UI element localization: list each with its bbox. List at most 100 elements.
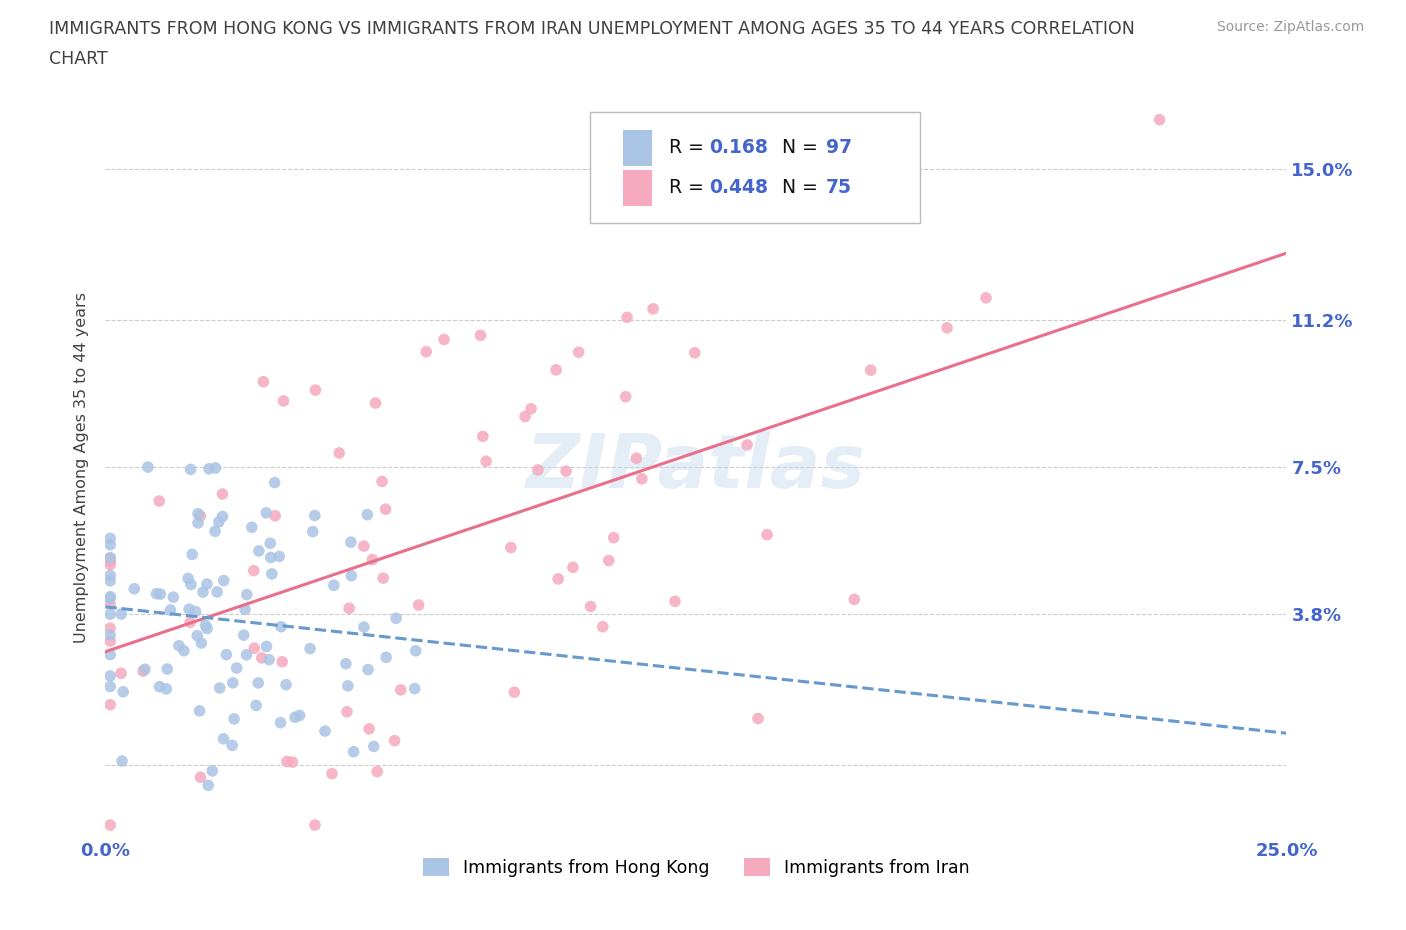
Point bbox=[98, 647, 121, 662]
Point bbox=[314, 724, 336, 738]
Point bbox=[561, 560, 583, 575]
Point bbox=[936, 321, 959, 336]
Point bbox=[304, 382, 326, 397]
Point bbox=[405, 644, 427, 658]
Point bbox=[340, 535, 363, 550]
Point bbox=[155, 682, 177, 697]
Point bbox=[190, 635, 212, 650]
Point bbox=[555, 464, 578, 479]
Point bbox=[366, 764, 388, 779]
Point bbox=[592, 619, 614, 634]
Point bbox=[190, 770, 212, 785]
Point bbox=[195, 577, 218, 591]
Text: N =: N = bbox=[770, 179, 824, 197]
Point bbox=[215, 647, 238, 662]
Point bbox=[110, 606, 132, 621]
Point bbox=[208, 514, 231, 529]
Point bbox=[110, 666, 132, 681]
Point bbox=[269, 715, 291, 730]
Point bbox=[363, 739, 385, 754]
Point bbox=[304, 817, 326, 832]
Point bbox=[337, 601, 360, 616]
Point bbox=[269, 549, 291, 564]
Point bbox=[616, 310, 638, 325]
Point bbox=[475, 454, 498, 469]
Point bbox=[264, 509, 287, 524]
Point bbox=[204, 524, 226, 538]
Point bbox=[136, 459, 159, 474]
Point bbox=[626, 451, 648, 466]
Point bbox=[122, 581, 145, 596]
Point bbox=[98, 817, 121, 832]
Point bbox=[373, 571, 395, 586]
Point bbox=[859, 363, 882, 378]
Point bbox=[747, 711, 769, 726]
Point bbox=[735, 437, 758, 452]
Point bbox=[98, 633, 121, 648]
Point bbox=[173, 644, 195, 658]
Point bbox=[212, 573, 235, 588]
Point bbox=[197, 777, 219, 792]
Text: 97: 97 bbox=[825, 139, 852, 157]
Point bbox=[499, 540, 522, 555]
Point bbox=[98, 531, 121, 546]
Point bbox=[336, 704, 359, 719]
Point bbox=[250, 650, 273, 665]
Point bbox=[404, 681, 426, 696]
Point bbox=[389, 683, 412, 698]
FancyBboxPatch shape bbox=[623, 130, 652, 166]
Text: Source: ZipAtlas.com: Source: ZipAtlas.com bbox=[1216, 20, 1364, 34]
Point bbox=[177, 602, 200, 617]
Point bbox=[579, 599, 602, 614]
Point bbox=[304, 508, 326, 523]
Point bbox=[98, 597, 121, 612]
Point bbox=[222, 675, 245, 690]
FancyBboxPatch shape bbox=[589, 113, 921, 223]
Point bbox=[245, 698, 267, 713]
Point bbox=[353, 619, 375, 634]
Text: CHART: CHART bbox=[49, 50, 108, 68]
Text: 0.448: 0.448 bbox=[709, 179, 768, 197]
Point bbox=[98, 620, 121, 635]
Point bbox=[247, 675, 270, 690]
Point bbox=[177, 571, 200, 586]
Point bbox=[98, 557, 121, 572]
Point bbox=[271, 655, 294, 670]
Point bbox=[844, 592, 866, 607]
Point bbox=[361, 552, 384, 567]
Point bbox=[513, 409, 536, 424]
Point bbox=[186, 629, 208, 644]
Point bbox=[359, 722, 381, 737]
Point bbox=[159, 603, 181, 618]
Point bbox=[205, 584, 228, 599]
Point bbox=[385, 611, 408, 626]
Point bbox=[371, 474, 394, 489]
Point bbox=[375, 650, 398, 665]
Point bbox=[225, 660, 247, 675]
Point bbox=[336, 678, 359, 693]
Text: R =: R = bbox=[669, 179, 710, 197]
Point bbox=[470, 328, 492, 343]
Point bbox=[233, 602, 256, 617]
Point bbox=[433, 332, 456, 347]
Point bbox=[602, 530, 624, 545]
Point bbox=[111, 753, 134, 768]
Point bbox=[664, 594, 686, 609]
Point bbox=[221, 737, 243, 752]
Point bbox=[179, 615, 201, 630]
Text: IMMIGRANTS FROM HONG KONG VS IMMIGRANTS FROM IRAN UNEMPLOYMENT AMONG AGES 35 TO : IMMIGRANTS FROM HONG KONG VS IMMIGRANTS … bbox=[49, 20, 1135, 38]
Y-axis label: Unemployment Among Ages 35 to 44 years: Unemployment Among Ages 35 to 44 years bbox=[75, 292, 90, 643]
Text: 75: 75 bbox=[825, 179, 852, 197]
Point bbox=[195, 621, 218, 636]
Point bbox=[242, 564, 264, 578]
Point bbox=[148, 494, 170, 509]
Point bbox=[756, 527, 779, 542]
Point bbox=[270, 619, 292, 634]
Point bbox=[198, 461, 221, 476]
Point bbox=[520, 402, 543, 417]
Point bbox=[187, 506, 209, 521]
Point bbox=[260, 550, 283, 565]
Point bbox=[98, 574, 121, 589]
Point bbox=[356, 507, 378, 522]
Point bbox=[149, 587, 172, 602]
